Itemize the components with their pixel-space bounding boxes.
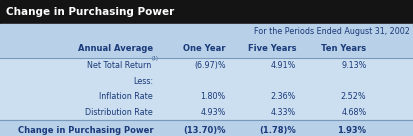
Text: 2.36%: 2.36% (270, 92, 295, 101)
Text: Change in Purchasing Power: Change in Purchasing Power (6, 7, 174, 17)
Bar (0, 0, 413, 24)
Text: (13.70)%: (13.70)% (183, 126, 225, 135)
Text: Distribution Rate: Distribution Rate (85, 108, 153, 117)
Text: 2.52%: 2.52% (340, 92, 366, 101)
Text: Annual Average: Annual Average (78, 44, 153, 53)
Bar (0, 120, 413, 136)
Text: 4.33%: 4.33% (270, 108, 295, 117)
Bar (0, 73, 413, 89)
Bar (0, 24, 413, 39)
Text: Ten Years: Ten Years (320, 44, 366, 53)
Text: Five Years: Five Years (247, 44, 295, 53)
Bar (0, 39, 413, 58)
Text: Inflation Rate: Inflation Rate (99, 92, 153, 101)
Text: For the Periods Ended August 31, 2002: For the Periods Ended August 31, 2002 (253, 27, 409, 36)
Bar (0, 89, 413, 105)
Text: (1.78)%: (1.78)% (259, 126, 295, 135)
Text: 9.13%: 9.13% (340, 61, 366, 70)
Text: (1): (1) (151, 56, 158, 61)
Text: 4.68%: 4.68% (340, 108, 366, 117)
Bar (0, 105, 413, 120)
Text: One Year: One Year (183, 44, 225, 53)
Text: 4.91%: 4.91% (270, 61, 295, 70)
Text: 1.80%: 1.80% (200, 92, 225, 101)
Text: Net Total Return: Net Total Return (87, 61, 151, 70)
Text: Less:: Less: (133, 77, 153, 86)
Text: 1.93%: 1.93% (337, 126, 366, 135)
Text: Change in Purchasing Power: Change in Purchasing Power (17, 126, 153, 135)
Bar (0, 58, 413, 73)
Text: (6.97)%: (6.97)% (194, 61, 225, 70)
Text: 4.93%: 4.93% (200, 108, 225, 117)
